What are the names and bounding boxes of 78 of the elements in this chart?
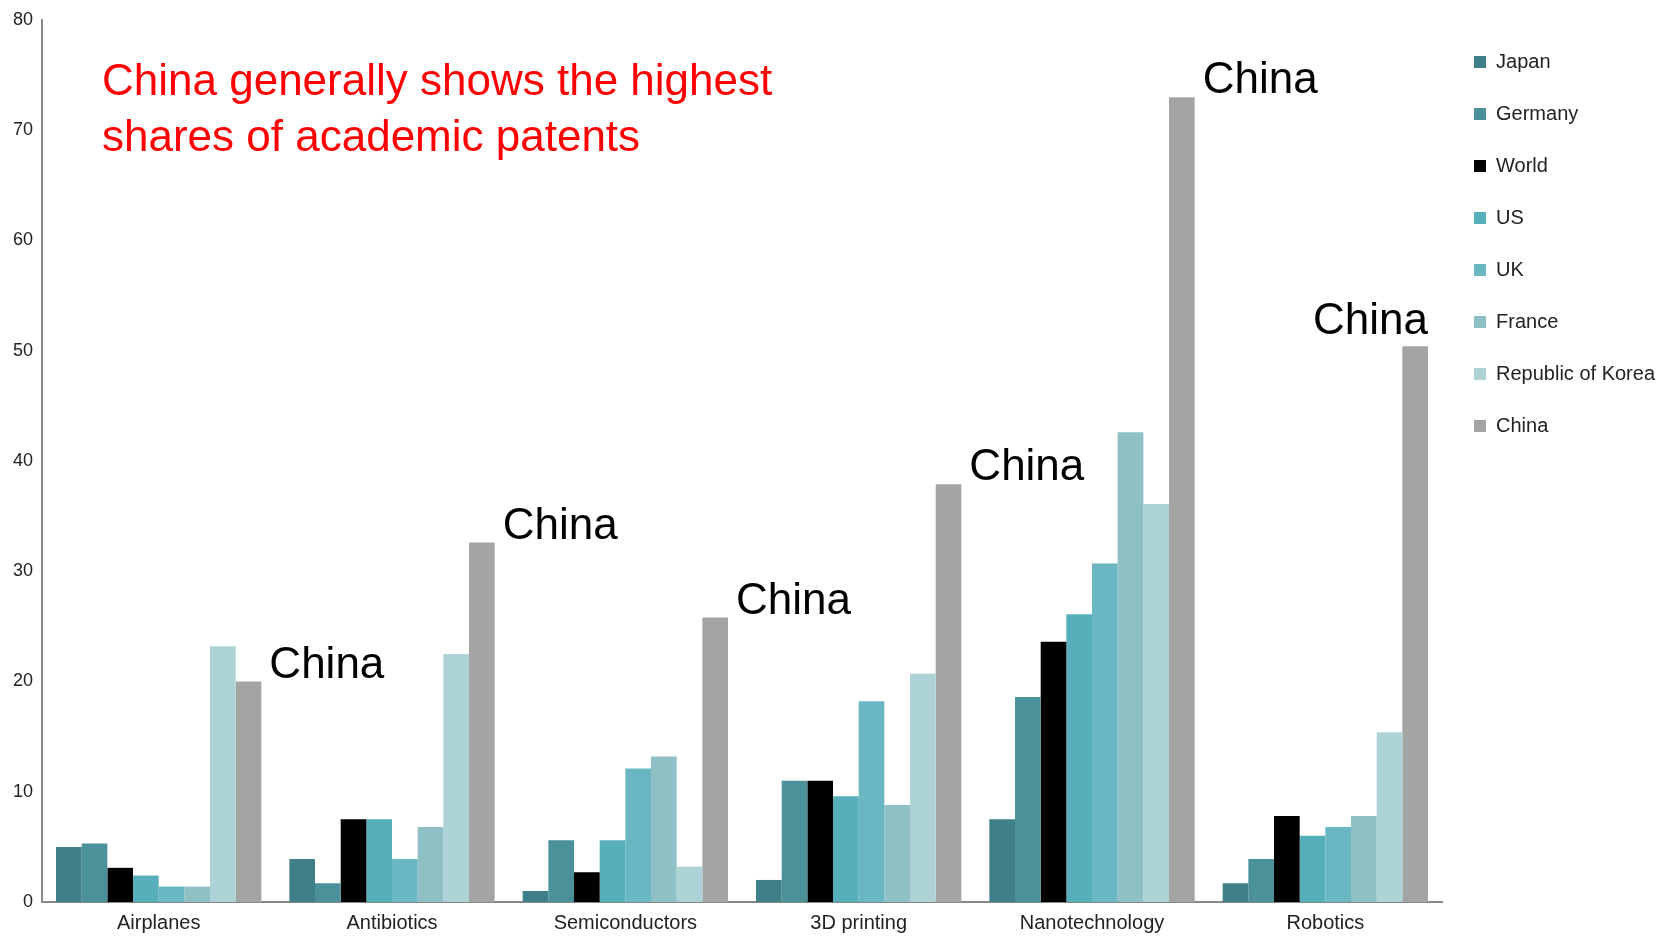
- legend-label: Germany: [1496, 101, 1579, 124]
- bar: [1274, 816, 1300, 902]
- bar: [1015, 696, 1041, 902]
- legend-label: China: [1496, 413, 1550, 436]
- bar: [210, 646, 236, 902]
- y-tick-label: 60: [12, 229, 34, 250]
- legend-label: UK: [1496, 257, 1525, 280]
- bar: [392, 859, 418, 902]
- annotation: China: [502, 498, 619, 548]
- bar: [935, 484, 962, 902]
- bar: [781, 780, 808, 902]
- bar: [1325, 827, 1352, 902]
- bar: [158, 886, 185, 902]
- bar: [522, 890, 549, 902]
- legend-label: Republic of Korea: [1496, 361, 1656, 384]
- bar: [1117, 432, 1144, 902]
- annotation: China: [736, 573, 852, 623]
- bar: [1299, 835, 1326, 902]
- bar: [340, 819, 367, 902]
- legend-label: France: [1496, 309, 1559, 332]
- bar: [184, 886, 211, 902]
- y-tick-label: 40: [12, 449, 34, 470]
- bar: [81, 843, 108, 902]
- bar: [1351, 816, 1377, 902]
- y-tick-label: 70: [12, 119, 34, 140]
- bar: [56, 846, 82, 902]
- bar: [366, 819, 393, 902]
- bar: [574, 872, 600, 902]
- bar: [1248, 859, 1275, 902]
- y-tick-label: 30: [12, 560, 34, 581]
- x-tick-label: Semiconductors: [553, 910, 698, 933]
- bar: [858, 701, 885, 902]
- bar: [807, 780, 834, 902]
- bar: [235, 681, 262, 902]
- bar: [756, 879, 782, 902]
- bar: [548, 840, 575, 902]
- annotation: China: [1202, 53, 1319, 103]
- bar: [1066, 614, 1093, 902]
- bar: [1143, 504, 1170, 902]
- bar: [289, 859, 316, 902]
- bar: [1040, 641, 1067, 902]
- bar: [443, 653, 470, 902]
- bar: [651, 756, 677, 902]
- bar: [1092, 563, 1118, 902]
- legend-label: US: [1496, 205, 1524, 228]
- bar: [1376, 732, 1403, 902]
- bar: [676, 866, 703, 902]
- y-tick-label: 0: [23, 890, 34, 911]
- y-tick-label: 80: [12, 8, 34, 29]
- x-tick-label: Robotics: [1286, 910, 1365, 933]
- bar: [1402, 346, 1429, 902]
- bar: [133, 875, 159, 902]
- y-tick-label: 10: [12, 780, 34, 801]
- bar: [989, 819, 1016, 902]
- bar: [1222, 883, 1249, 902]
- legend-label: World: [1496, 153, 1548, 176]
- bar: [702, 617, 729, 902]
- x-tick-label: Nanotechnology: [1019, 910, 1165, 933]
- bar: [315, 883, 341, 902]
- x-tick-label: Airplanes: [116, 910, 201, 933]
- bar: [625, 768, 652, 902]
- annotation: China: [1313, 294, 1429, 344]
- bar: [833, 796, 859, 902]
- y-tick-label: 50: [12, 339, 34, 360]
- y-tick-label: 20: [12, 670, 34, 691]
- annotation: China: [969, 440, 1085, 490]
- x-tick-label: 3D printing: [810, 910, 908, 933]
- bar: [107, 867, 134, 902]
- bar: [599, 840, 626, 902]
- bar: [910, 673, 936, 902]
- x-tick-label: Antibiotics: [346, 910, 438, 933]
- bar: [469, 542, 495, 902]
- text: China generally shows the highest shares of academic patents: [102, 55, 773, 160]
- bar: [884, 804, 911, 902]
- bar: [1169, 97, 1195, 902]
- legend-label: Japan: [1496, 49, 1551, 72]
- bar: [417, 827, 444, 902]
- annotation: China: [269, 637, 385, 687]
